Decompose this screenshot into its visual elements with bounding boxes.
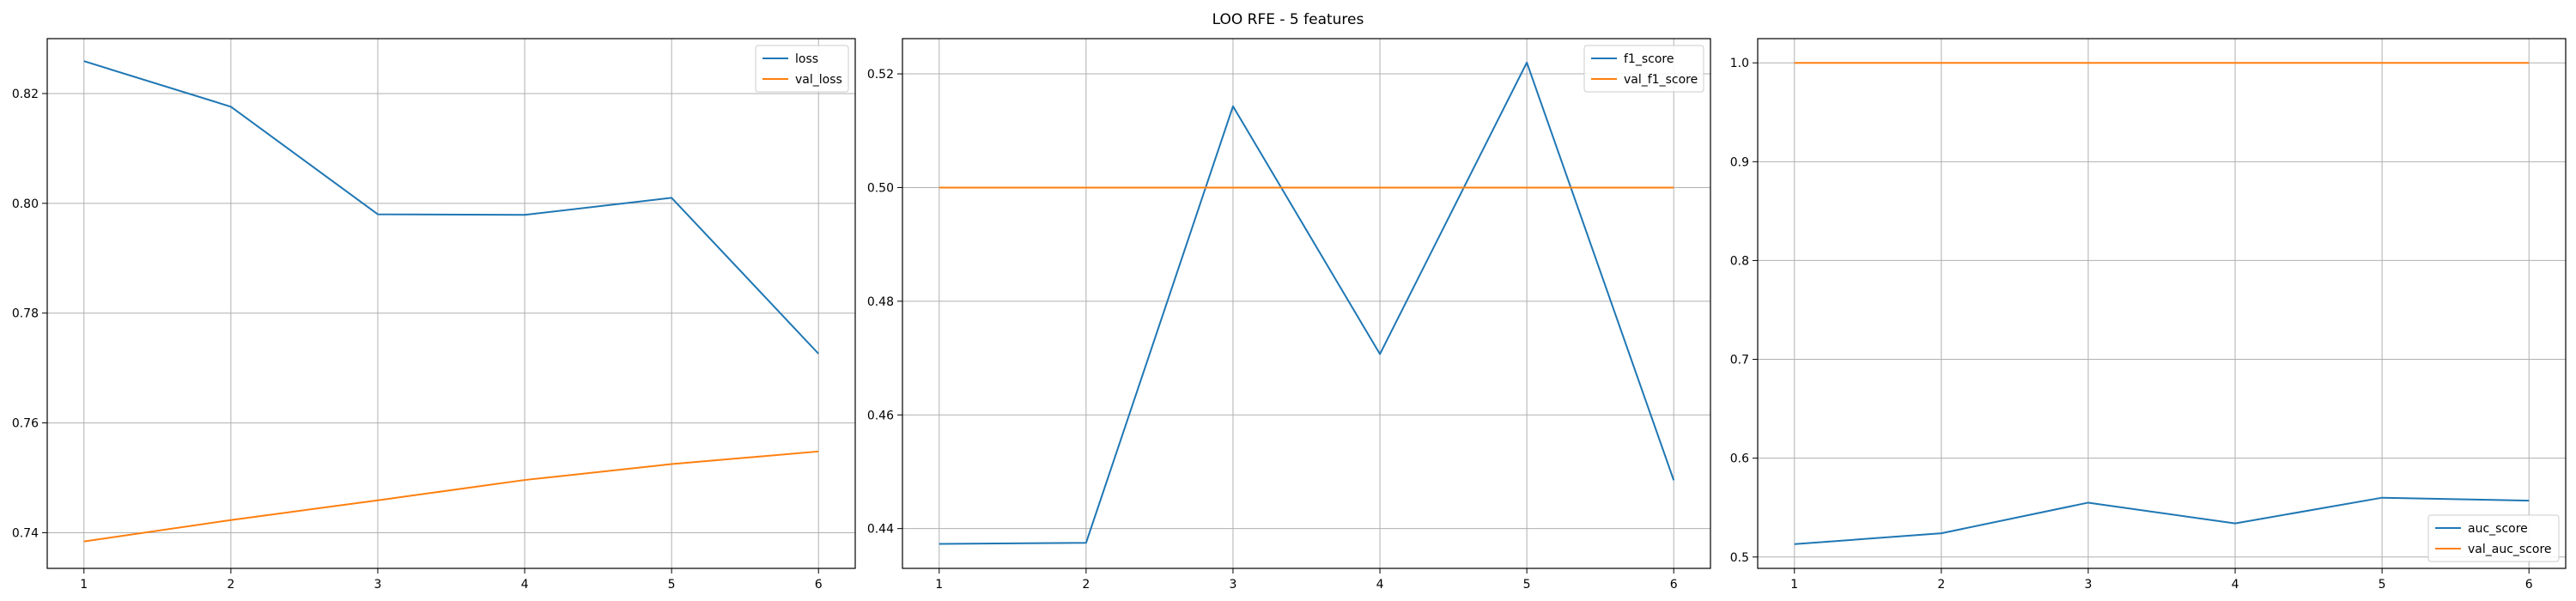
y-tick-label: 0.7 xyxy=(1730,354,1749,367)
x-tick-label: 1 xyxy=(935,578,943,592)
plot-frame xyxy=(902,38,1711,569)
y-tick-label: 0.76 xyxy=(12,417,39,431)
chart-panel-1: 1 2 3 4 5 6 0.74 0.76 0.78 0.80 0.82 loss val_loss xyxy=(12,38,856,592)
legend-label-f1-score: f1_score xyxy=(1624,52,1674,66)
y-tick-label: 0.52 xyxy=(867,68,894,82)
y-tick-label: 0.78 xyxy=(12,307,39,321)
x-tick-label: 4 xyxy=(1376,578,1384,592)
x-tick-label: 3 xyxy=(374,578,381,592)
y-tick-label: 0.80 xyxy=(12,197,39,211)
x-tick-label: 5 xyxy=(1523,578,1531,592)
x-tick-label: 5 xyxy=(668,578,676,592)
y-tick-label: 0.46 xyxy=(867,409,894,422)
legend-label-loss: loss xyxy=(795,52,818,66)
legend-box xyxy=(2427,514,2560,562)
series-line-f1-score xyxy=(939,61,1675,545)
figure-title: LOO RFE - 5 features xyxy=(1212,11,1364,28)
series-line-loss xyxy=(83,60,819,355)
y-tick-label: 0.8 xyxy=(1730,254,1749,268)
x-tick-label: 4 xyxy=(2232,578,2239,592)
legend-label-val-loss: val_loss xyxy=(795,73,842,87)
legend-label-val-f1-score: val_f1_score xyxy=(1624,73,1698,87)
y-tick-label: 0.9 xyxy=(1730,155,1749,169)
x-tick-label: 6 xyxy=(1670,578,1678,592)
x-tick-label: 1 xyxy=(80,578,88,592)
x-tick-label: 2 xyxy=(1082,578,1090,592)
y-tick-label: 0.82 xyxy=(12,88,39,101)
x-tick-label: 4 xyxy=(521,578,529,592)
y-tick-label: 0.6 xyxy=(1730,452,1749,466)
x-tick-label: 3 xyxy=(2084,578,2092,592)
legend: loss val_loss xyxy=(755,45,849,93)
x-tick-label: 3 xyxy=(1229,578,1236,592)
y-tick-label: 1.0 xyxy=(1730,57,1749,70)
plot-frame xyxy=(46,38,856,569)
x-tick-label: 1 xyxy=(1790,578,1798,592)
series-line-auc-score xyxy=(1794,496,2530,545)
chart-panel-2: 1 2 3 4 5 6 0.44 0.46 0.48 0.50 0.52 f1_score val_f1… xyxy=(867,38,1711,592)
x-tick-label: 2 xyxy=(227,578,234,592)
series-line-val-loss xyxy=(83,450,819,543)
chart-panel-3: 1 2 3 4 5 6 0.5 0.6 0.7 0.8 0.9 1.0 auc_score val_auc… xyxy=(1730,38,2567,592)
x-tick-label: 5 xyxy=(2379,578,2386,592)
legend: f1_score val_f1_score xyxy=(1583,45,1704,93)
x-tick-label: 6 xyxy=(815,578,823,592)
y-tick-label: 0.44 xyxy=(867,523,894,537)
legend-box xyxy=(1583,45,1704,93)
legend: auc_score val_auc_score xyxy=(2427,514,2560,562)
legend-label-val-auc-score: val_auc_score xyxy=(2468,543,2552,556)
y-tick-label: 0.50 xyxy=(867,181,894,195)
legend-label-auc-score: auc_score xyxy=(2468,522,2528,536)
y-tick-label: 0.74 xyxy=(12,526,39,540)
y-tick-label: 0.5 xyxy=(1730,551,1749,565)
legend-box xyxy=(755,45,849,93)
plot-frame xyxy=(1757,38,2567,569)
x-tick-label: 2 xyxy=(1937,578,1945,592)
y-tick-label: 0.48 xyxy=(867,295,894,309)
x-tick-label: 6 xyxy=(2525,578,2533,592)
